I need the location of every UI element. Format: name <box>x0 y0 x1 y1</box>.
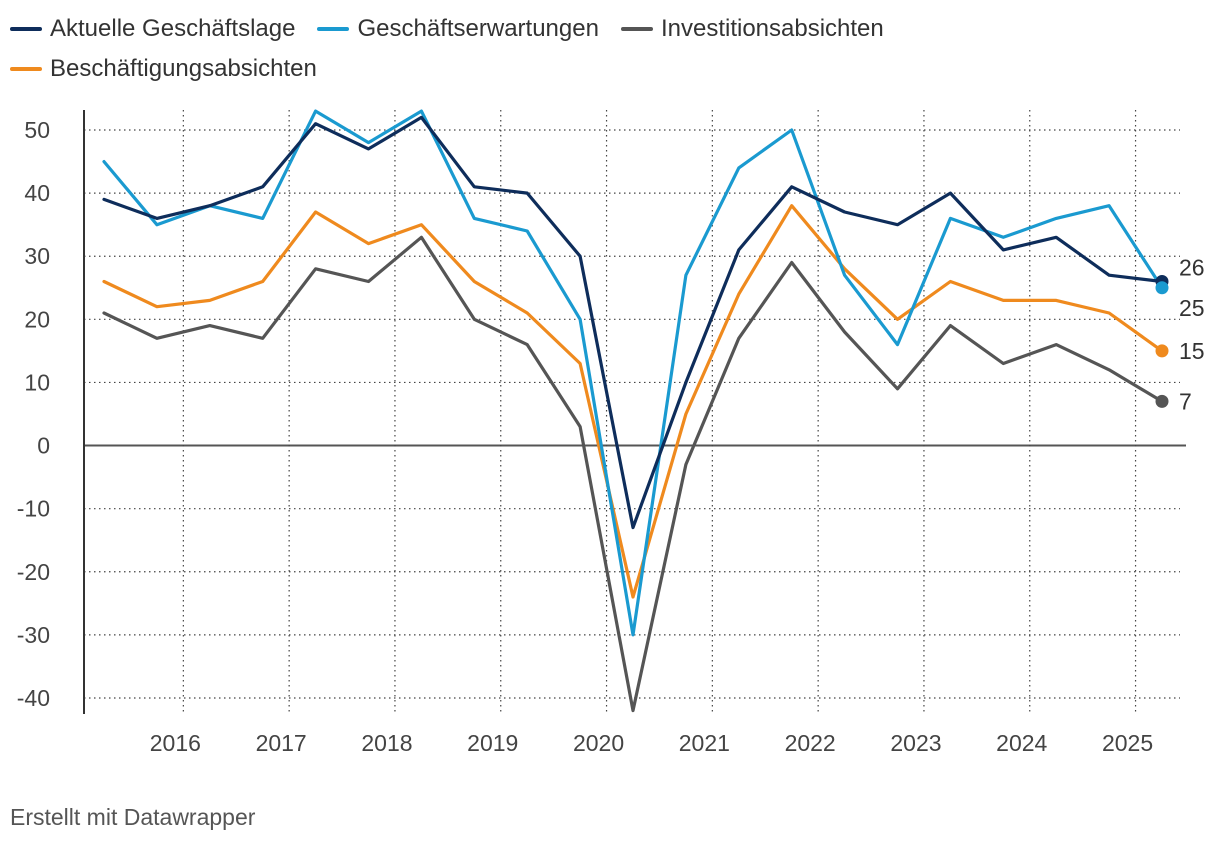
y-tick-label: 0 <box>37 433 50 459</box>
x-tick-label: 2020 <box>573 730 624 756</box>
x-tick-label: 2025 <box>1102 730 1153 756</box>
chart-legend: Aktuelle Geschäftslage Geschäftserwartung… <box>10 14 1010 84</box>
y-tick-label: -40 <box>17 685 50 711</box>
legend-label: Beschäftigungsabsichten <box>50 55 317 82</box>
series-line <box>102 109 1164 637</box>
legend-swatch <box>317 27 350 31</box>
footer-credit: Erstellt mit Datawrapper <box>10 804 256 830</box>
y-tick-label: 20 <box>24 306 50 332</box>
x-tick-label: 2018 <box>361 730 412 756</box>
x-tick-label: 2024 <box>996 730 1047 756</box>
x-tick-label: 2023 <box>890 730 941 756</box>
series-end-marker <box>1155 281 1169 295</box>
y-tick-label: -30 <box>17 622 50 648</box>
y-tick-label: 40 <box>24 180 50 206</box>
series-end-label: 25 <box>1179 295 1205 321</box>
y-tick-label: -10 <box>17 496 50 522</box>
y-tick-label: 50 <box>24 117 50 143</box>
x-tick-label: 2017 <box>256 730 307 756</box>
legend-item: Aktuelle Geschäftslage <box>10 14 295 44</box>
legend-label: Geschäftserwartungen <box>357 15 599 42</box>
series-line <box>102 235 1164 713</box>
x-tick-label: 2022 <box>785 730 836 756</box>
legend-item: Investitionsabsichten <box>620 14 884 44</box>
x-tick-label: 2016 <box>150 730 201 756</box>
legend-swatch <box>620 27 653 31</box>
legend-item: Beschäftigungsabsichten <box>10 54 317 84</box>
legend-swatch <box>10 27 42 31</box>
legend-item: Geschäftserwartungen <box>317 14 599 44</box>
x-tick-label: 2021 <box>679 730 730 756</box>
series-end-label: 15 <box>1179 338 1205 364</box>
series-line <box>102 115 1164 530</box>
y-tick-label: 10 <box>24 369 50 395</box>
series-end-label: 26 <box>1179 254 1205 280</box>
x-tick-label: 2019 <box>467 730 518 756</box>
series-end-label: 7 <box>1179 388 1192 414</box>
series-line <box>102 204 1164 599</box>
legend-swatch <box>10 67 42 71</box>
series-end-marker <box>1155 394 1169 408</box>
legend-label: Aktuelle Geschäftslage <box>50 15 296 42</box>
series-end-marker <box>1155 344 1169 358</box>
legend-label: Investitionsabsichten <box>660 15 884 42</box>
y-tick-label: 30 <box>24 243 50 269</box>
y-tick-label: -20 <box>17 559 50 585</box>
